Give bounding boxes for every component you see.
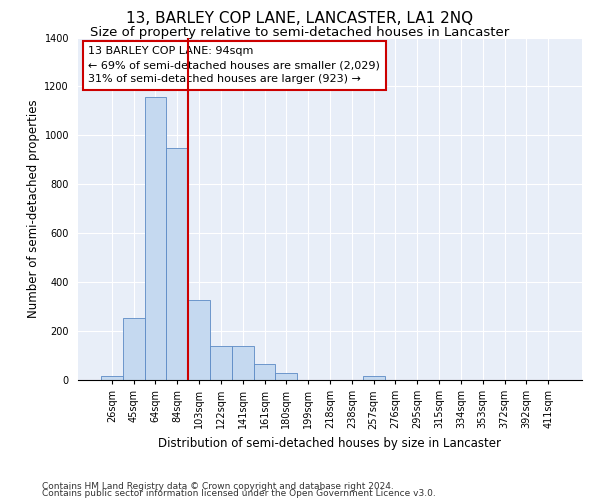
Bar xyxy=(188,300,210,380)
Text: Size of property relative to semi-detached houses in Lancaster: Size of property relative to semi-detach… xyxy=(91,26,509,39)
Bar xyxy=(166,148,188,380)
Text: Contains public sector information licensed under the Open Government Licence v3: Contains public sector information licen… xyxy=(42,490,436,498)
Bar xyxy=(145,98,166,380)
Text: 13, BARLEY COP LANE, LANCASTER, LA1 2NQ: 13, BARLEY COP LANE, LANCASTER, LA1 2NQ xyxy=(127,11,473,26)
Text: 13 BARLEY COP LANE: 94sqm
← 69% of semi-detached houses are smaller (2,029)
31% : 13 BARLEY COP LANE: 94sqm ← 69% of semi-… xyxy=(88,46,380,84)
Bar xyxy=(363,376,385,380)
Bar xyxy=(123,318,145,380)
Bar xyxy=(210,346,232,380)
Bar xyxy=(254,364,275,380)
Y-axis label: Number of semi-detached properties: Number of semi-detached properties xyxy=(27,100,40,318)
Bar xyxy=(275,374,297,380)
Bar xyxy=(101,376,123,380)
Text: Contains HM Land Registry data © Crown copyright and database right 2024.: Contains HM Land Registry data © Crown c… xyxy=(42,482,394,491)
X-axis label: Distribution of semi-detached houses by size in Lancaster: Distribution of semi-detached houses by … xyxy=(158,437,502,450)
Bar xyxy=(232,346,254,380)
